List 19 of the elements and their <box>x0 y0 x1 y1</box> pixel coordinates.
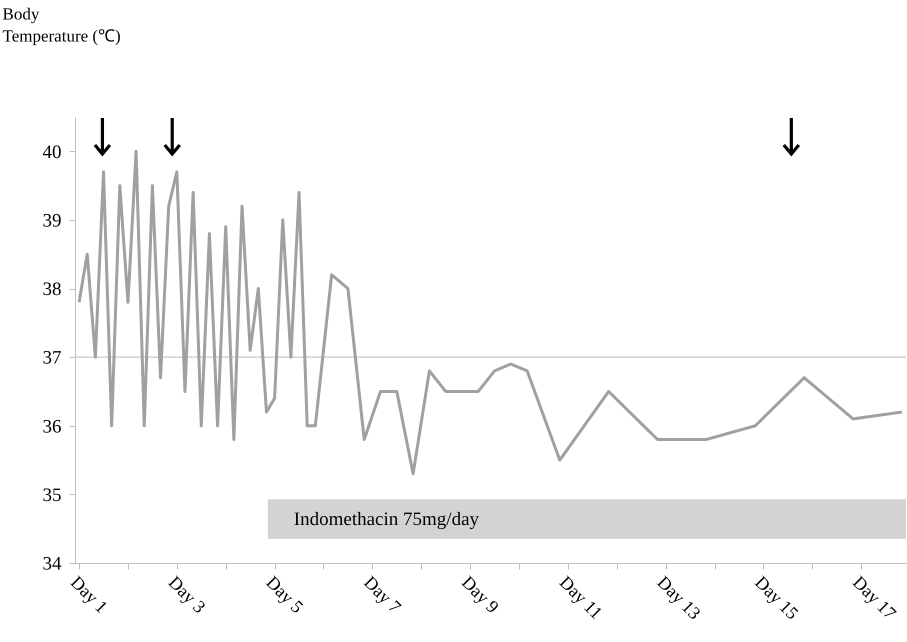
y-tick-label: 37 <box>42 348 62 369</box>
x-tick-label: Day 1 <box>66 572 112 617</box>
x-tick-label: Day 13 <box>653 572 705 624</box>
x-tick-label: Day 7 <box>360 572 406 617</box>
x-tick-label: Day 11 <box>556 572 606 623</box>
y-tick-label: 35 <box>42 484 62 506</box>
annotation: Indomethacin 75mg/day <box>294 509 480 530</box>
y-tick-label: 36 <box>42 416 62 438</box>
x-tick-label: Day 15 <box>751 572 802 624</box>
y-tick-label: 40 <box>42 142 62 163</box>
y-tick-label: 39 <box>42 210 62 232</box>
x-tick-label: Day 9 <box>458 572 503 617</box>
y-axis-title: Body Temperature (℃) <box>2 4 121 46</box>
line-series <box>78 150 904 476</box>
x-tick-label: Day 17 <box>848 572 900 624</box>
y-tick-label: 34 <box>42 554 62 574</box>
y-tick-label: 38 <box>42 279 62 300</box>
x-tick-label: Day 3 <box>164 572 210 617</box>
x-tick-label: Day 5 <box>262 572 308 617</box>
